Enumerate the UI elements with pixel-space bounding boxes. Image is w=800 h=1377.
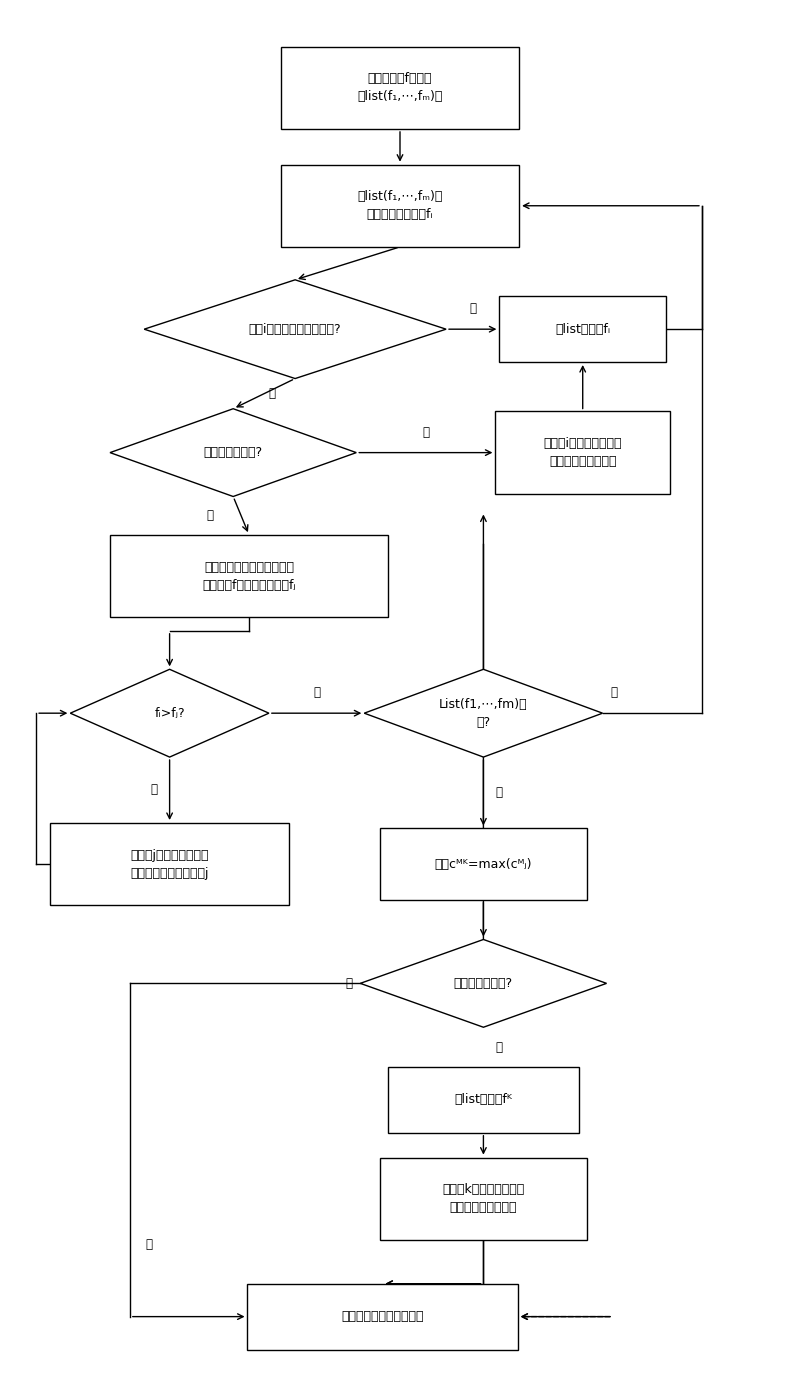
Text: List(f1,⋯,fm)为
空?: List(f1,⋯,fm)为 空? bbox=[439, 698, 528, 728]
Text: 从list中删除fᵢ: 从list中删除fᵢ bbox=[555, 322, 610, 336]
Polygon shape bbox=[144, 280, 446, 379]
Bar bbox=[281, 47, 519, 129]
Text: fᵢ>fⱼ?: fᵢ>fⱼ? bbox=[154, 706, 185, 720]
Text: 否: 否 bbox=[610, 687, 618, 700]
Polygon shape bbox=[360, 939, 606, 1027]
Text: 是: 是 bbox=[150, 784, 158, 796]
Text: 计算各函数f值并存
入list(f₁,⋯,fₘ)中: 计算各函数f值并存 入list(f₁,⋯,fₘ)中 bbox=[358, 73, 442, 103]
Text: 从已配置到可重构资源上函
数中选出f值最小的，设为fⱼ: 从已配置到可重构资源上函 数中选出f值最小的，设为fⱼ bbox=[202, 560, 296, 592]
Text: 将函数j划分为软件，从
可重构资源上删除函数j: 将函数j划分为软件，从 可重构资源上删除函数j bbox=[130, 848, 209, 880]
Bar bbox=[499, 296, 666, 362]
Polygon shape bbox=[364, 669, 602, 757]
Bar bbox=[495, 412, 670, 494]
Text: 否: 否 bbox=[268, 387, 275, 401]
Text: 是: 是 bbox=[469, 303, 476, 315]
Bar bbox=[50, 823, 289, 905]
Text: 函数i已划分为硬件并配置?: 函数i已划分为硬件并配置? bbox=[249, 322, 342, 336]
Text: 是: 是 bbox=[422, 425, 430, 439]
Text: 可重构资源足够?: 可重构资源足够? bbox=[204, 446, 262, 459]
Text: 从list(f₁,⋯,fₘ)中
选出最大值，设为fᵢ: 从list(f₁,⋯,fₘ)中 选出最大值，设为fᵢ bbox=[358, 190, 442, 222]
Text: 将函数k划分为硬件，并
配置到可重构资源上: 将函数k划分为硬件，并 配置到可重构资源上 bbox=[442, 1183, 525, 1215]
Bar bbox=[247, 1283, 518, 1349]
Text: 计算cᴹᴷ=max(cᴹⱼ): 计算cᴹᴷ=max(cᴹⱼ) bbox=[434, 858, 532, 870]
Text: 是: 是 bbox=[495, 1041, 502, 1053]
Text: 从list中删除fᴷ: 从list中删除fᴷ bbox=[454, 1093, 513, 1107]
Polygon shape bbox=[70, 669, 269, 757]
Text: 是: 是 bbox=[495, 786, 502, 799]
Text: 将函数i划分为硬件，并
配置到可重构资源上: 将函数i划分为硬件，并 配置到可重构资源上 bbox=[543, 437, 622, 468]
Text: 可重构资源足够?: 可重构资源足够? bbox=[454, 976, 513, 990]
Text: 否: 否 bbox=[313, 687, 320, 700]
Bar bbox=[110, 534, 388, 617]
Text: 否: 否 bbox=[146, 1238, 153, 1250]
Polygon shape bbox=[110, 409, 356, 497]
Text: 保存本次划分结果，结束: 保存本次划分结果，结束 bbox=[342, 1310, 424, 1323]
Text: 否: 否 bbox=[206, 509, 214, 522]
Bar bbox=[281, 165, 519, 246]
Bar bbox=[380, 1158, 586, 1239]
Bar bbox=[380, 829, 586, 899]
Bar bbox=[388, 1067, 578, 1133]
Text: 否: 否 bbox=[346, 976, 352, 990]
